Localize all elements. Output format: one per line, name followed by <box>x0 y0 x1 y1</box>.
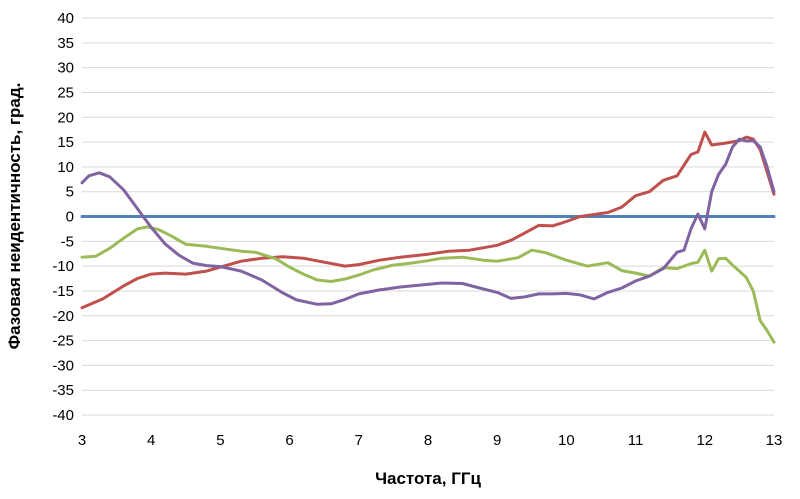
series-lines <box>80 130 776 344</box>
x-tick-label: 7 <box>355 432 363 449</box>
y-tick-label: 30 <box>57 60 74 77</box>
x-tick-label: 9 <box>493 432 501 449</box>
x-tick-label: 12 <box>696 432 713 449</box>
y-tick-label: -15 <box>52 283 74 300</box>
y-tick-label: -20 <box>52 308 74 325</box>
x-tick-label: 11 <box>628 432 644 449</box>
x-tick-label: 3 <box>78 432 86 449</box>
y-tick-label: 40 <box>57 10 74 27</box>
y-tick-label: 10 <box>57 159 74 176</box>
x-tick-label: 4 <box>147 432 155 449</box>
y-tick-label: -35 <box>52 382 74 399</box>
y-tick-label: 20 <box>57 109 74 126</box>
series-line-2 <box>80 225 776 344</box>
y-axis-title: Фазовая неидентичность, град. <box>5 83 24 350</box>
y-tick-label: 25 <box>57 84 74 101</box>
y-tick-label: -30 <box>52 357 74 374</box>
y-tick-label: -10 <box>52 258 74 275</box>
grid <box>82 17 774 416</box>
y-tick-label: 0 <box>66 209 74 226</box>
x-tick-label: 6 <box>285 432 293 449</box>
y-tick-label: -40 <box>52 407 74 424</box>
x-tick-label: 8 <box>424 432 432 449</box>
x-tick-label: 13 <box>766 432 783 449</box>
y-tick-label: 15 <box>57 134 74 151</box>
x-axis-title: Частота, ГГц <box>375 469 481 488</box>
x-tick-label: 5 <box>216 432 224 449</box>
series-line-3 <box>80 137 776 306</box>
y-tick-label: 35 <box>57 35 74 52</box>
y-tick-label: -5 <box>61 233 74 250</box>
y-axis-tick-labels: -40 -35 -30 -25 -20 -15 -10 -5 0 5 10 15 20 25 30 35 40 <box>52 10 74 424</box>
series-line-1 <box>80 130 776 310</box>
y-tick-label: 5 <box>66 184 74 201</box>
x-tick-label: 10 <box>558 432 575 449</box>
x-axis-tick-labels: 3 4 5 6 7 8 9 10 11 12 13 <box>78 432 783 449</box>
y-tick-label: -25 <box>52 333 74 350</box>
